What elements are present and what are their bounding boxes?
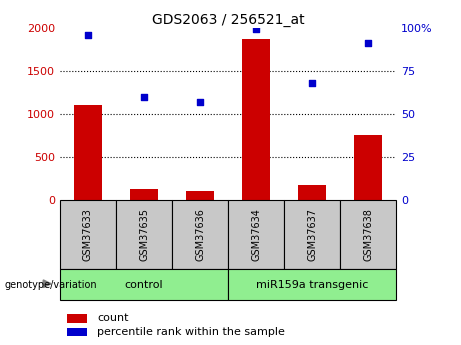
Bar (228, 200, 284, 269)
Point (365, 40, 372, 46)
Bar (116, 200, 172, 269)
Point (309, 80, 316, 86)
Bar (355, 135, 383, 200)
Bar (74, 105, 102, 200)
Text: GSM37637: GSM37637 (307, 208, 317, 261)
Title: GDS2063 / 256521_at: GDS2063 / 256521_at (152, 12, 305, 27)
Text: miR159a transgenic: miR159a transgenic (256, 280, 368, 289)
Bar (130, 189, 158, 200)
Bar (228, 269, 396, 300)
Text: GSM37635: GSM37635 (139, 208, 149, 261)
Bar (67, 328, 87, 336)
Point (196, 99, 204, 105)
Bar (186, 191, 214, 200)
Bar (60, 200, 116, 269)
Text: GSM37636: GSM37636 (195, 208, 205, 261)
Text: GSM37634: GSM37634 (251, 208, 261, 261)
Text: count: count (97, 314, 129, 323)
Point (84, 32, 92, 37)
Bar (340, 200, 396, 269)
Bar (67, 314, 87, 323)
Bar (242, 39, 270, 200)
Text: GSM37633: GSM37633 (83, 208, 93, 261)
Text: genotype/variation: genotype/variation (5, 280, 97, 289)
Point (253, 27, 260, 32)
Text: percentile rank within the sample: percentile rank within the sample (97, 327, 285, 337)
Bar (298, 185, 326, 200)
Bar (60, 269, 228, 300)
Bar (284, 200, 340, 269)
Bar (172, 200, 228, 269)
Point (140, 94, 148, 99)
Text: control: control (125, 280, 163, 289)
Text: GSM37638: GSM37638 (363, 208, 373, 261)
